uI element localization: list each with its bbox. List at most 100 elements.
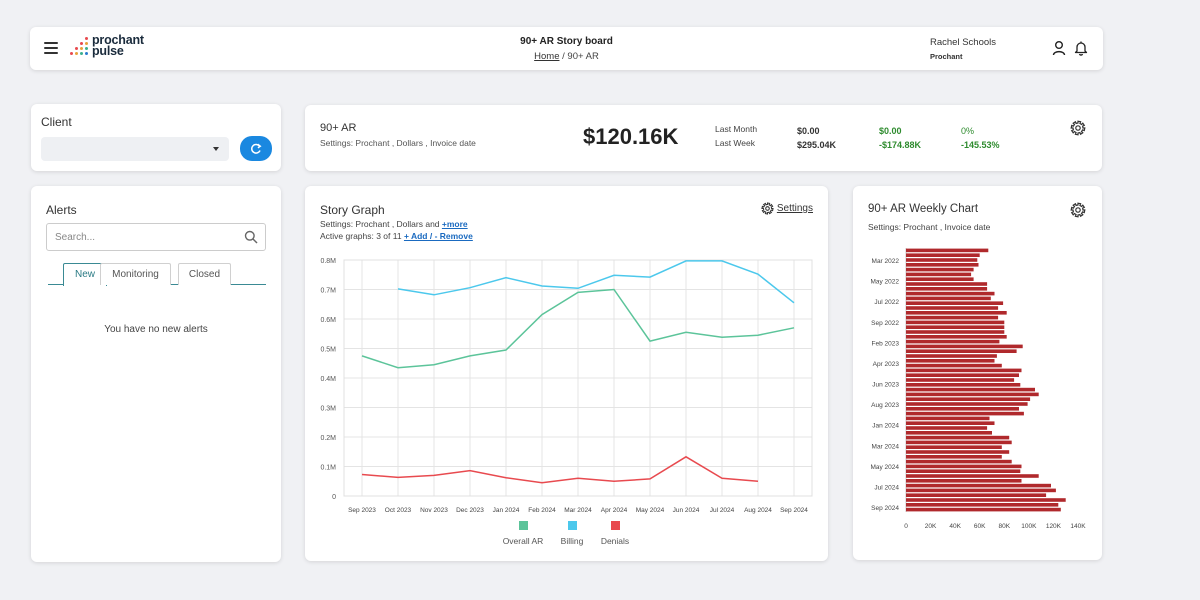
weekly-bar — [906, 339, 1000, 344]
weekly-bar — [906, 301, 1004, 305]
search-icon[interactable] — [244, 230, 258, 244]
refresh-button[interactable] — [240, 136, 272, 161]
x-tick-label: Apr 2024 — [601, 507, 628, 514]
weekly-bar — [906, 503, 1059, 507]
x-tick-label: 60K — [974, 523, 986, 530]
alerts-title: Alerts — [46, 203, 77, 217]
y-tick-label: 0.4M — [320, 376, 336, 383]
kpi-main-value: $120.16K — [583, 124, 679, 149]
x-tick-label: Mar 2024 — [564, 507, 592, 514]
bell-icon[interactable] — [1073, 40, 1089, 56]
client-panel: Client — [31, 104, 281, 171]
last-month-pct: 0% — [961, 126, 975, 136]
settings-button-label: Settings — [776, 203, 813, 214]
y-category-label: Jun 2023 — [872, 382, 899, 389]
active-graphs-text: Active graphs: 3 of 11 + Add / - Remove — [320, 231, 473, 241]
weekly-bar — [906, 296, 991, 301]
gear-icon[interactable] — [1070, 202, 1086, 218]
weekly-bar — [906, 431, 992, 435]
weekly-bar — [906, 320, 1005, 325]
weekly-bar — [906, 354, 997, 358]
plot-frame — [343, 259, 813, 497]
y-category-label: May 2022 — [870, 279, 899, 286]
x-tick-label: Jul 2024 — [710, 507, 735, 514]
weekly-bar — [906, 287, 988, 291]
weekly-bar-chart: Mar 2022 May 2022 Jul 2022 Sep 2022 Feb 2023… — [870, 248, 1086, 530]
top-header-bar: prochant pulse 90+ AR Story board Home /… — [30, 27, 1103, 70]
last-month-value: $0.00 — [797, 126, 820, 136]
weekly-bar — [906, 330, 1005, 334]
weekly-bar — [906, 253, 980, 257]
legend-label: Billing — [561, 536, 584, 546]
legend-swatch — [519, 521, 528, 530]
x-tick-label: Nov 2023 — [420, 507, 448, 514]
tab-closed[interactable]: Closed — [178, 263, 231, 285]
weekly-bar — [906, 263, 979, 267]
empty-alerts-message: You have no new alerts — [104, 324, 208, 335]
weekly-bar — [906, 483, 1051, 488]
weekly-bar — [906, 416, 990, 421]
x-tick-label: Aug 2024 — [744, 507, 772, 514]
more-settings-link[interactable]: +more — [441, 219, 468, 229]
weekly-bar — [906, 407, 1019, 411]
logo-line2: pulse — [92, 44, 124, 58]
last-week-value: $295.04K — [797, 140, 837, 150]
y-category-label: Aug 2023 — [871, 402, 899, 409]
weekly-settings-text: Settings: Prochant , Invoice date — [868, 222, 991, 232]
weekly-bar — [906, 368, 1022, 373]
x-tick-label: Feb 2024 — [528, 507, 556, 514]
logo-dot — [85, 52, 88, 55]
weekly-bar — [906, 392, 1039, 397]
x-tick-label: Oct 2023 — [385, 507, 412, 514]
weekly-bar — [906, 373, 1019, 377]
user-info: Rachel Schools Prochant — [930, 37, 1020, 61]
last-week-pct: -145.53% — [961, 140, 1000, 150]
refresh-icon — [251, 143, 262, 154]
weekly-bar — [906, 455, 1002, 459]
weekly-bar — [906, 450, 1010, 454]
logo-dot — [85, 37, 88, 40]
y-tick-label: 0 — [332, 494, 336, 501]
user-icon[interactable] — [1051, 40, 1067, 56]
tab-monitoring[interactable]: Monitoring — [100, 263, 171, 285]
logo-dot — [80, 47, 83, 50]
weekly-bar — [906, 488, 1056, 493]
y-tick-label: 0.8M — [320, 258, 336, 265]
weekly-bar — [906, 445, 1002, 449]
weekly-bar — [906, 440, 1012, 445]
y-tick-label: 0.5M — [320, 347, 336, 354]
x-tick-label: 20K — [925, 523, 937, 530]
user-name: Rachel Schools — [930, 37, 997, 48]
add-remove-graphs-link[interactable]: + Add / - Remove — [403, 231, 473, 241]
breadcrumb-home-link[interactable]: Home — [534, 51, 560, 62]
story-graph-title: Story Graph — [320, 203, 385, 217]
weekly-bar — [906, 306, 999, 310]
logo-dot — [80, 42, 83, 45]
y-category-label: Jan 2024 — [872, 423, 899, 430]
x-tick-label: Jan 2024 — [493, 507, 520, 514]
logo-dot — [75, 47, 78, 50]
client-dropdown[interactable] — [41, 137, 229, 161]
menu-icon[interactable] — [44, 42, 58, 54]
prochant-pulse-logo[interactable]: prochant pulse — [70, 34, 144, 58]
story-graph-settings-button[interactable]: Settings — [761, 202, 813, 215]
weekly-bar — [906, 291, 995, 296]
weekly-bar — [906, 359, 995, 363]
logo-dot — [80, 52, 83, 55]
alerts-search-input[interactable] — [47, 224, 237, 250]
weekly-bar — [906, 402, 1028, 406]
x-tick-label: May 2024 — [636, 507, 665, 514]
story-graph-card: 0 0.1M 0.2M 0.3M 0.4M 0.5M 0.6M 0.7M 0.8M Sep 202… — [305, 186, 828, 561]
breadcrumb-separator: / — [562, 51, 565, 62]
last-week-label: Last Week — [715, 138, 756, 148]
legend-swatch — [568, 521, 577, 530]
last-month-label: Last Month — [715, 124, 758, 134]
gear-icon[interactable] — [1070, 120, 1086, 136]
x-tick-label: 100K — [1021, 523, 1037, 530]
weekly-chart-card: Mar 2022 May 2022 Jul 2022 Sep 2022 Feb 2023… — [853, 186, 1102, 560]
x-tick-label: Jun 2024 — [673, 507, 700, 514]
logo-dot — [75, 52, 78, 55]
y-category-label: Jul 2022 — [874, 299, 899, 306]
weekly-bar — [906, 507, 1061, 512]
y-tick-label: 0.7M — [320, 288, 336, 295]
